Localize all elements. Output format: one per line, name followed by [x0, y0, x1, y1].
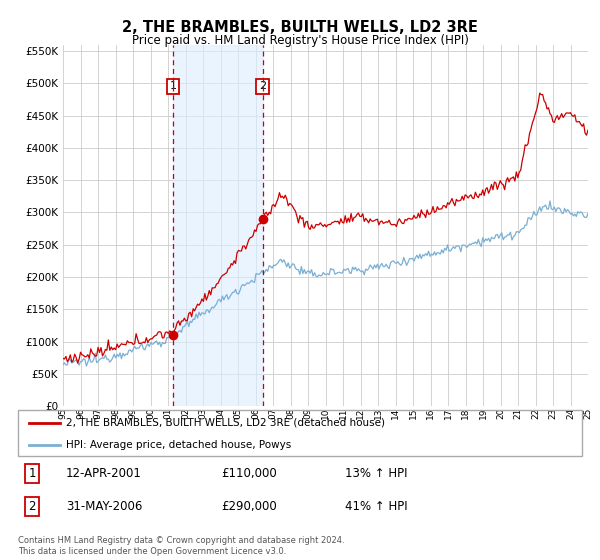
- Text: 2, THE BRAMBLES, BUILTH WELLS, LD2 3RE: 2, THE BRAMBLES, BUILTH WELLS, LD2 3RE: [122, 20, 478, 35]
- Text: Price paid vs. HM Land Registry's House Price Index (HPI): Price paid vs. HM Land Registry's House …: [131, 34, 469, 46]
- Text: £290,000: £290,000: [221, 500, 277, 514]
- Text: 2: 2: [28, 500, 36, 514]
- Text: 2: 2: [259, 81, 266, 91]
- Text: Contains HM Land Registry data © Crown copyright and database right 2024.
This d: Contains HM Land Registry data © Crown c…: [18, 536, 344, 556]
- Text: 31-MAY-2006: 31-MAY-2006: [66, 500, 142, 514]
- Text: HPI: Average price, detached house, Powys: HPI: Average price, detached house, Powy…: [66, 440, 291, 450]
- Text: 41% ↑ HPI: 41% ↑ HPI: [345, 500, 408, 514]
- Bar: [173, 45, 263, 406]
- Text: 12-APR-2001: 12-APR-2001: [66, 466, 142, 480]
- Text: 2, THE BRAMBLES, BUILTH WELLS, LD2 3RE (detached house): 2, THE BRAMBLES, BUILTH WELLS, LD2 3RE (…: [66, 418, 385, 428]
- Text: 1: 1: [28, 466, 36, 480]
- Text: 13% ↑ HPI: 13% ↑ HPI: [345, 466, 407, 480]
- Text: £110,000: £110,000: [221, 466, 277, 480]
- Text: 1: 1: [169, 81, 176, 91]
